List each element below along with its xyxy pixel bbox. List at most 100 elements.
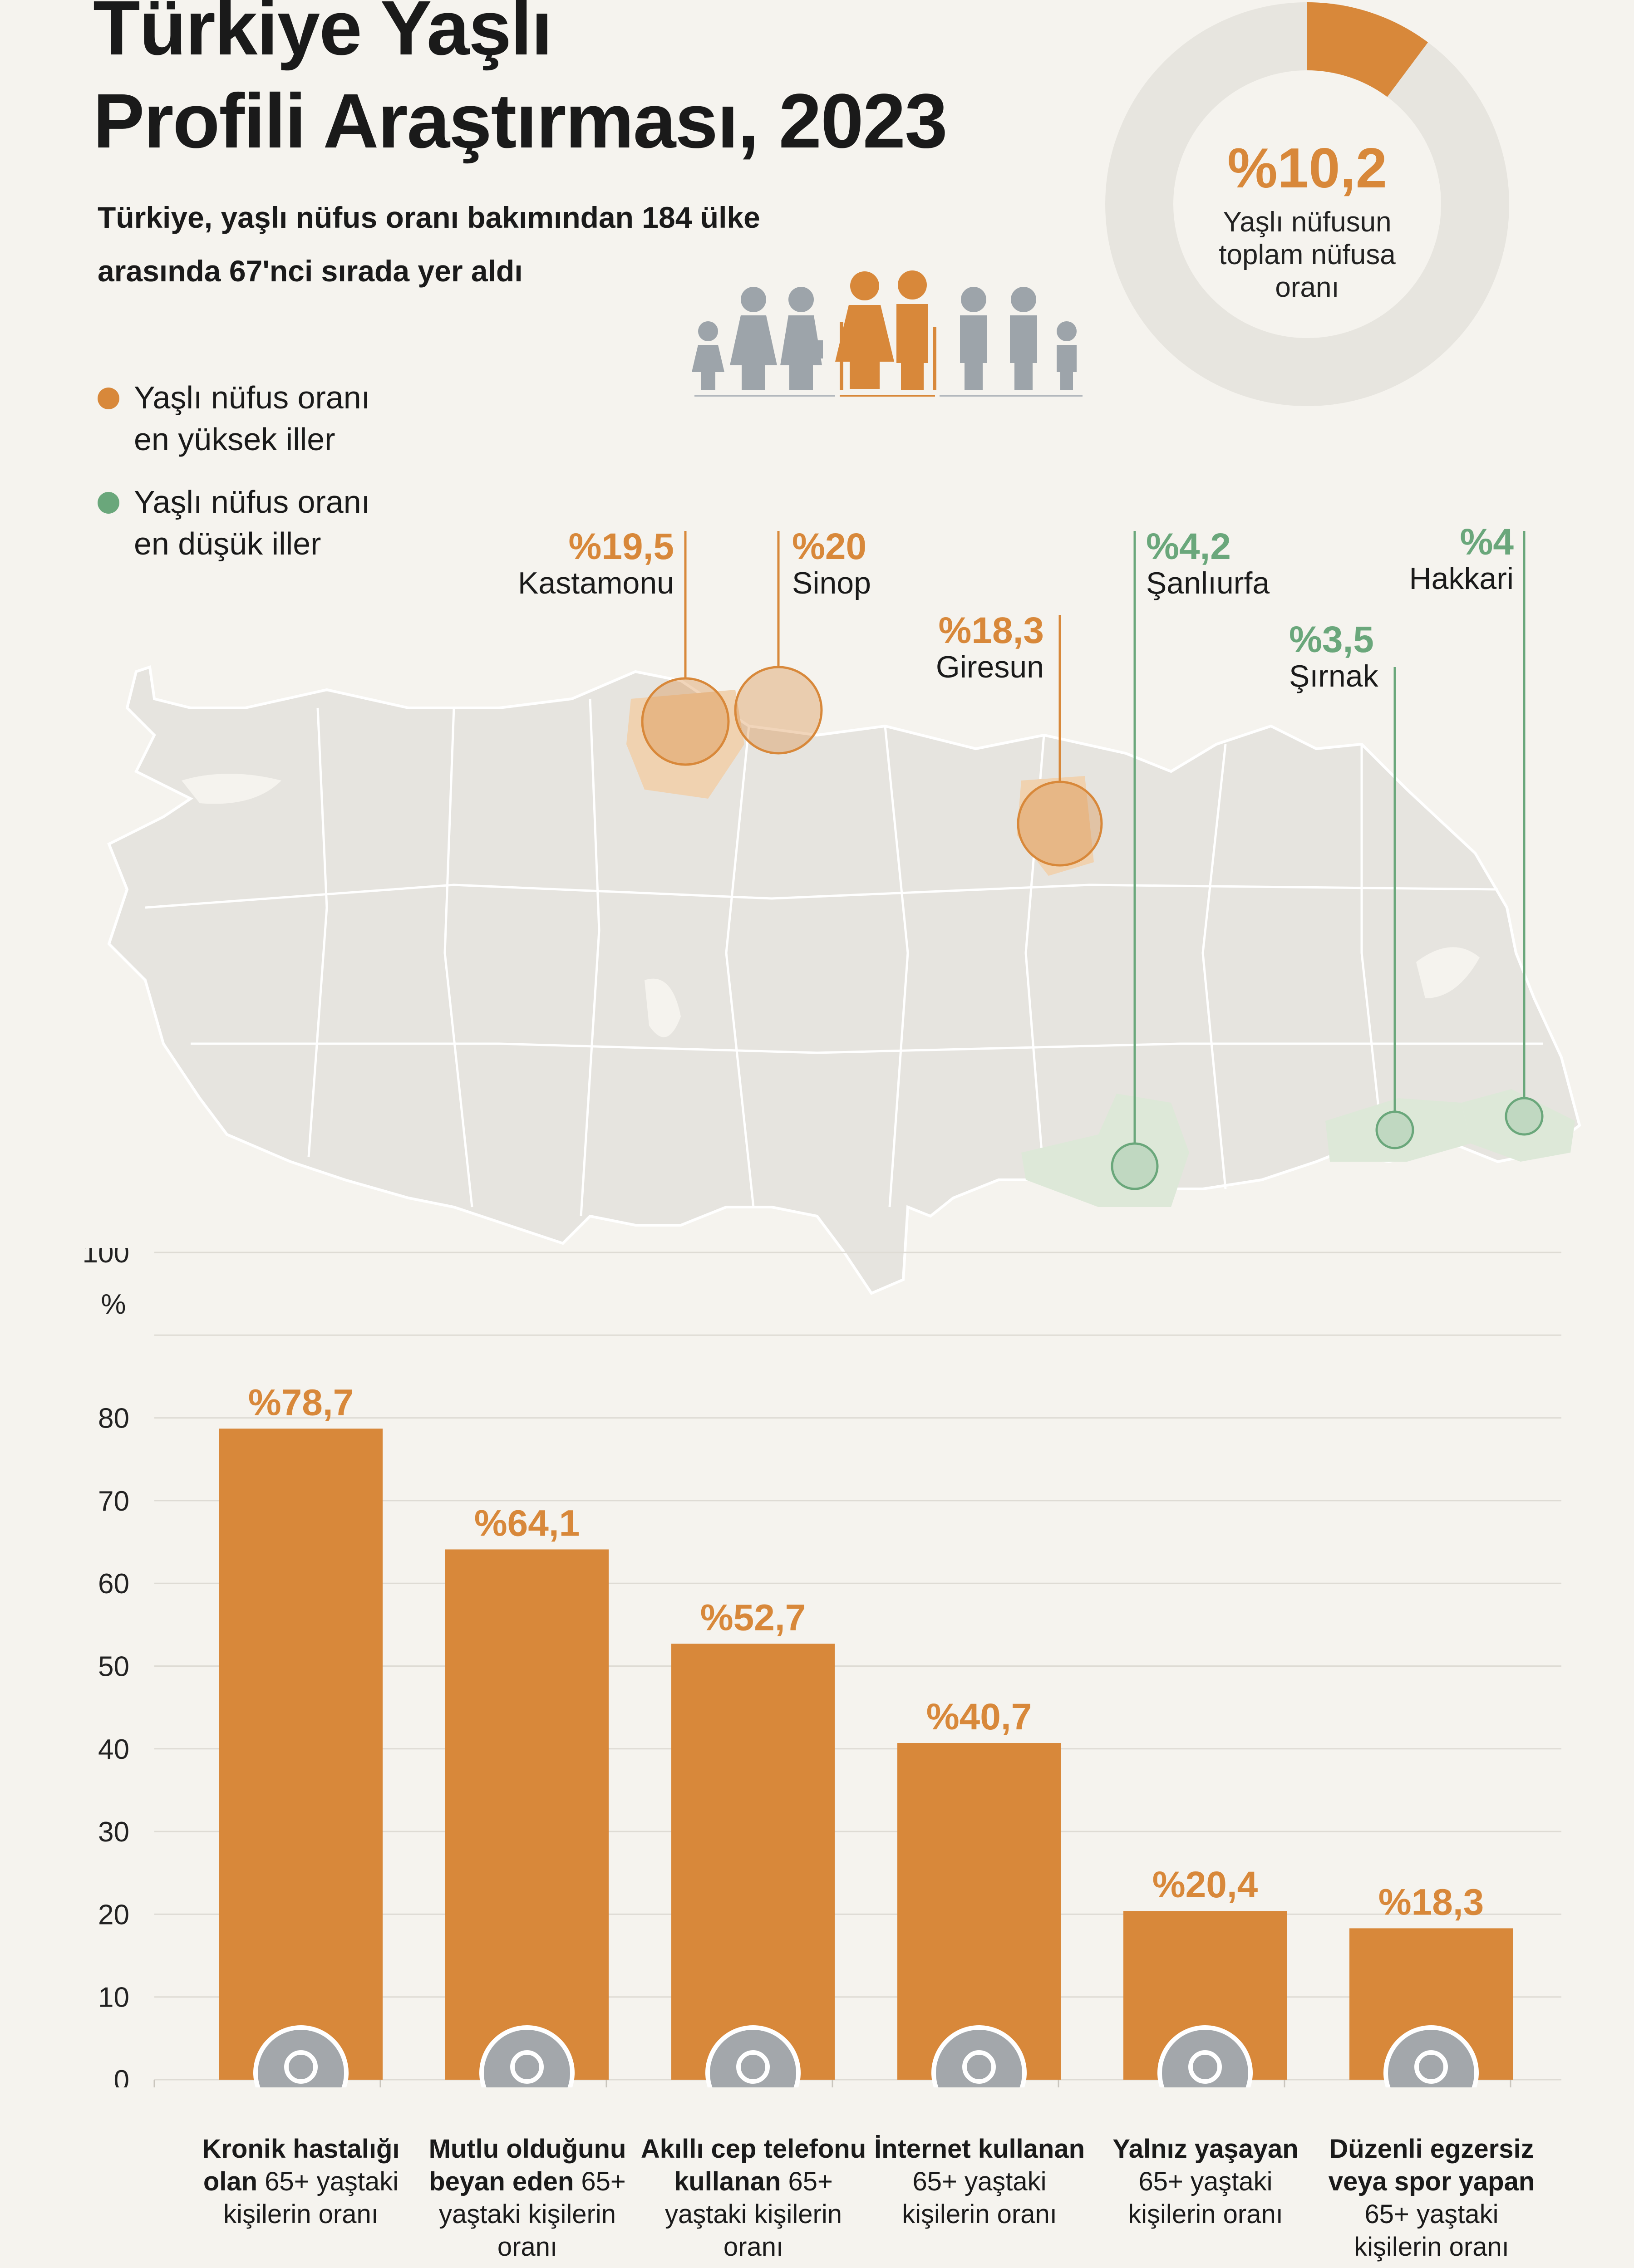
callout-name: Sinop [792,566,871,600]
woman-bag-icon [780,287,823,390]
province-marker-3 [1017,781,1103,867]
bar-value-label-6: %18,3 [1378,1881,1484,1923]
van-lake [1416,947,1480,998]
subtitle: Türkiye, yaşlı nüfus oranı bakımından 18… [98,191,760,298]
boy-icon [1057,321,1077,390]
category-rest: 65+ yaştaki kişilerin oranı [439,2167,626,2262]
turkey-outline [107,665,1581,1295]
callout-value: %4 [1460,521,1514,563]
man-2-icon [1010,287,1037,390]
category-label-1: Kronik hastalığı olan 65+ yaştaki kişile… [187,2133,414,2231]
map-markers [641,531,1544,1190]
callout-name: Şanlıurfa [1146,566,1270,600]
low-province-sirnak-area [1325,1098,1471,1162]
donut-value: %10,2 [1227,137,1387,200]
callout-name: Kastamonu [518,566,674,600]
donut-label: Yaşlı nüfusun toplam nüfusa oranı [1162,206,1452,304]
bar-value-label-1: %78,7 [248,1382,354,1423]
bar-2 [445,1549,609,2080]
callout-name: Hakkari [1409,561,1514,596]
page-title: Türkiye Yaşlı Profili Araştırması, 2023 [93,0,948,168]
bar-chart: 0 10 20 30 40 50 60 70 80 100% %78,7 %64,1 %52,7 %40,… [83,1248,1561,2087]
category-bold: Kronik hastalığı olan [202,2134,400,2196]
subtitle-line-2: arasında 67'nci sırada yer aldı [98,254,523,288]
high-province-kastamonu-area [626,690,744,799]
legend-dot-high [98,388,119,409]
category-label-5: Yalnız yaşayan 65+ yaştaki kişilerin ora… [1092,2133,1319,2231]
y-axis-label: % [101,1289,126,1320]
subtitle-line-1: Türkiye, yaşlı nüfus oranı bakımından 18… [98,201,760,234]
callout-name: Giresun [935,650,1044,684]
category-rest: 65+ yaştaki kişilerin oranı [1128,2167,1283,2229]
callout-sinop: %20 Sinop [792,526,974,601]
donut-arc [1306,2,1428,98]
province-marker-1 [641,677,730,766]
marmara-sea [182,774,281,804]
y-tick-label: 70 [98,1486,129,1517]
category-label-3: Akıllı cep telefonu kullanan 65+ yaştaki… [640,2133,867,2263]
category-rest: 65+ yaştaki kişilerin oranı [1354,2199,1509,2262]
donut-label-line-1: Yaşlı nüfusun [1223,206,1392,238]
bar-value-label-2: %64,1 [474,1502,580,1544]
legend-item-high: Yaşlı nüfus oranı en yüksek iller [98,377,370,460]
legend-text-high: Yaşlı nüfus oranı en yüksek iller [134,380,370,457]
bar-value-label-3: %52,7 [700,1597,806,1638]
bar-4 [897,1743,1061,2080]
y-tick-label: 10 [98,1982,129,2013]
province-marker-6 [1505,1097,1544,1136]
y-tick-label: 0 [114,2065,129,2087]
donut-label-line-3: oranı [1275,272,1339,303]
title-line-1: Türkiye Yaşlı [93,0,552,71]
category-rest: 65+ yaştaki kişilerin oranı [902,2167,1057,2229]
high-province-giresun-area [1017,776,1094,876]
wheelchair-icon [253,2025,349,2087]
category-bold: Düzenli egzersiz veya spor yapan [1328,2134,1535,2196]
callout-value: %18,3 [938,610,1044,651]
pictogram-baseline-left [694,395,835,397]
elderly-man-icon [896,270,936,390]
callout-value: %20 [792,526,867,567]
man-icon [960,287,987,390]
legend-text-low: Yaşlı nüfus oranı en düşük iller [134,484,370,561]
category-bold: İnternet kullanan [874,2134,1085,2164]
tuz-lake [645,978,681,1037]
y-tick-label: 100 [83,1248,129,1269]
province-marker-4 [1111,1142,1159,1190]
people-pictogram [692,270,1083,397]
category-rest: 65+ yaştaki kişilerin oranı [665,2167,842,2262]
low-province-sanliurfa-area [1021,1094,1189,1207]
donut-center: %10,2 Yaşlı nüfusun toplam nüfusa oranı [1162,136,1452,304]
callout-kastamonu: %19,5 Kastamonu [499,526,674,601]
elderly-woman-icon [835,271,894,390]
woman-icon [730,287,777,390]
callout-value: %4,2 [1146,526,1231,567]
low-province-hakkari-area [1462,1089,1575,1162]
y-tick-label: 60 [98,1568,129,1600]
callout-hakkari: %4 Hakkari [1362,524,1514,597]
runner-icon [1383,2025,1479,2087]
smartphone-icon [705,2025,801,2087]
callout-sanliurfa: %4,2 Şanlıurfa [1146,526,1328,601]
wifi-icon [931,2025,1027,2087]
callout-value: %19,5 [568,526,674,567]
callout-sirnak: %3,5 Şırnak [1289,621,1443,694]
bar-1 [219,1429,383,2080]
donut-label-line-2: toplam nüfusa [1219,239,1396,270]
category-bold: Yalnız yaşayan [1112,2134,1299,2164]
category-bold: Akıllı cep telefonu kullanan [640,2134,866,2196]
province-marker-2 [734,666,823,755]
bar-value-label-4: %40,7 [926,1696,1032,1738]
callout-giresun: %18,3 Giresun [862,610,1044,685]
legend-item-low: Yaşlı nüfus oranı en düşük iller [98,481,370,565]
turkey-map [107,531,1581,1295]
province-marker-5 [1375,1110,1414,1149]
child-icon [692,321,724,390]
pictogram-baseline-middle [840,395,935,397]
y-tick-label: 50 [98,1651,129,1683]
elderly-couple-icon [479,2025,575,2087]
category-bold: Mutlu olduğunu beyan eden [428,2134,626,2196]
y-tick-label: 30 [98,1816,129,1848]
pictogram-baseline-right [940,395,1083,397]
elderly-home-icon [1157,2025,1253,2087]
category-rest: 65+ yaştaki kişilerin oranı [223,2167,399,2229]
